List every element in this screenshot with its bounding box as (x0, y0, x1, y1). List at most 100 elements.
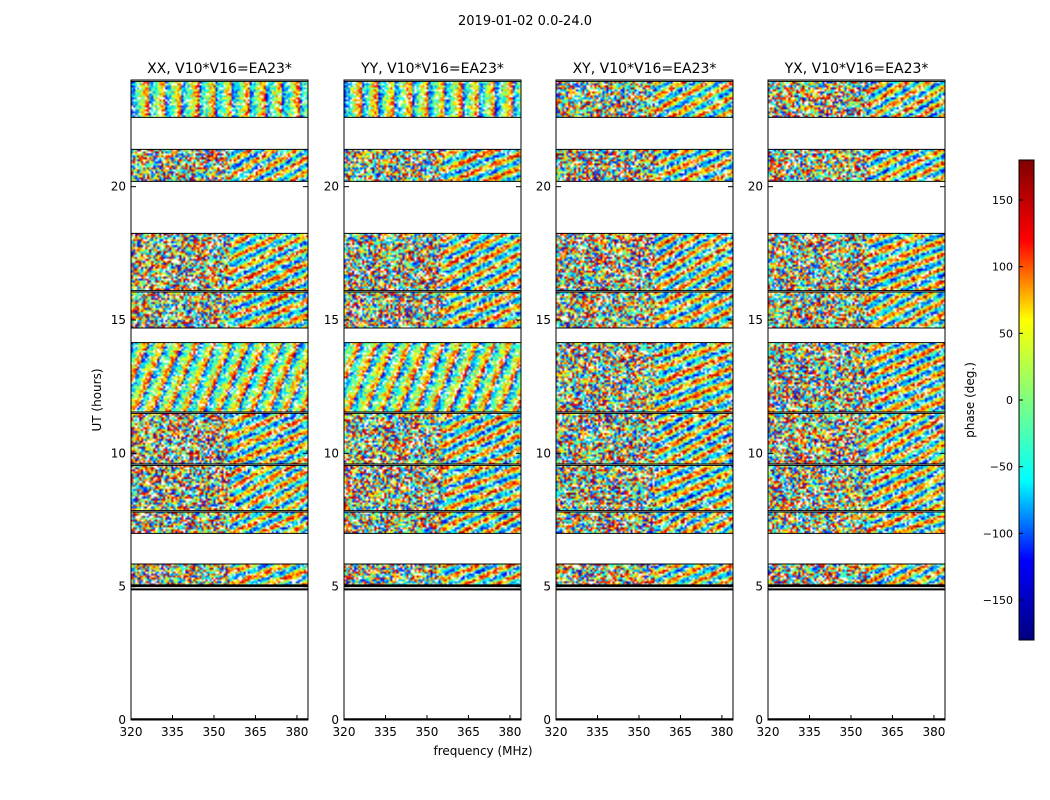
y-tick-label: 0 (755, 713, 763, 727)
data-block (556, 292, 733, 328)
y-tick-label: 5 (755, 580, 763, 594)
y-tick-label: 10 (324, 446, 339, 460)
panels-layer: XX, V10*V16=EA23* 0 5 10 15 20 320 335 350 365 380… (111, 61, 946, 739)
data-block (768, 465, 945, 511)
x-tick-label: 350 (203, 725, 226, 739)
x-tick-label: 335 (586, 725, 609, 739)
data-block (131, 512, 308, 533)
figure-suptitle: 2019-01-02 0.0-24.0 (458, 14, 592, 29)
data-block (768, 342, 945, 412)
data-block (768, 512, 945, 533)
data-block (131, 233, 308, 291)
y-tick-label: 5 (543, 580, 551, 594)
colorbar: phase (deg.) −150 −100 −50 0 50 100 150 (963, 159, 1035, 641)
colorbar-tick-label: −150 (983, 594, 1013, 607)
data-block (344, 292, 521, 328)
panel-2: XY, V10*V16=EA23* 0 5 10 15 20 320 335 350 365 380 (536, 61, 734, 739)
y-tick-label: 20 (111, 180, 126, 194)
x-tick-label: 365 (244, 725, 267, 739)
panel-title: XX, V10*V16=EA23* (147, 61, 292, 77)
y-tick-label: 5 (118, 580, 126, 594)
x-tick-label: 350 (416, 725, 439, 739)
x-tick-label: 335 (374, 725, 397, 739)
data-block (556, 81, 733, 118)
data-block (344, 149, 521, 182)
y-tick-label: 15 (748, 313, 763, 327)
data-block (344, 342, 521, 412)
data-block (768, 564, 945, 587)
panel-data-blocks (131, 80, 308, 588)
data-block (556, 564, 733, 587)
panel-title: XY, V10*V16=EA23* (573, 61, 717, 77)
y-tick-label: 20 (536, 180, 551, 194)
panel-data-blocks (768, 80, 945, 588)
panel-3: YX, V10*V16=EA23* 0 5 10 15 20 320 335 350 365 380 (748, 61, 946, 739)
data-block (344, 413, 521, 465)
y-tick-label: 20 (324, 180, 339, 194)
panel-data-blocks (344, 80, 521, 588)
colorbar-tick-label: −50 (990, 461, 1013, 474)
labels-layer: frequency (MHz) UT (hours) (90, 368, 533, 758)
data-block (131, 413, 308, 465)
colorbar-tick-label: −100 (983, 527, 1013, 540)
x-tick-label: 320 (120, 725, 143, 739)
y-tick-label: 0 (118, 713, 126, 727)
data-block (556, 465, 733, 511)
panel-title: YX, V10*V16=EA23* (784, 61, 929, 77)
y-tick-label: 10 (536, 446, 551, 460)
x-axis-label: frequency (MHz) (433, 744, 532, 758)
y-tick-label: 10 (748, 446, 763, 460)
y-tick-label: 0 (331, 713, 339, 727)
y-axis-label: UT (hours) (90, 368, 104, 431)
x-tick-label: 380 (498, 725, 521, 739)
x-tick-label: 365 (881, 725, 904, 739)
data-block (768, 233, 945, 291)
panel-frame (555, 79, 734, 721)
data-block (344, 512, 521, 533)
panel-frame (343, 79, 522, 721)
panel-data-blocks (556, 80, 733, 588)
x-tick-label: 380 (285, 725, 308, 739)
data-block (768, 413, 945, 465)
panel-0: XX, V10*V16=EA23* 0 5 10 15 20 320 335 350 365 380 (111, 61, 309, 739)
y-tick-label: 15 (324, 313, 339, 327)
data-block (768, 292, 945, 328)
panel-frame (767, 79, 946, 721)
data-block (131, 465, 308, 511)
y-tick-label: 10 (111, 446, 126, 460)
y-tick-label: 20 (748, 180, 763, 194)
x-tick-label: 350 (628, 725, 651, 739)
x-tick-label: 350 (840, 725, 863, 739)
panel-frame (130, 79, 309, 721)
data-block (131, 292, 308, 328)
x-tick-label: 380 (922, 725, 945, 739)
x-tick-label: 320 (333, 725, 356, 739)
data-block (556, 233, 733, 291)
x-tick-label: 365 (457, 725, 480, 739)
data-block (131, 342, 308, 412)
data-block (344, 465, 521, 511)
data-block (768, 81, 945, 118)
colorbar-tick-label: 150 (992, 194, 1013, 207)
y-tick-label: 0 (543, 713, 551, 727)
colorbar-tick-label: 0 (1006, 394, 1013, 407)
data-block (344, 233, 521, 291)
data-block (768, 149, 945, 182)
y-tick-label: 15 (536, 313, 551, 327)
data-block (556, 342, 733, 412)
data-block (131, 564, 308, 587)
data-block (556, 149, 733, 182)
panel-title: YY, V10*V16=EA23* (360, 61, 504, 77)
data-block (131, 81, 308, 118)
panel-1: YY, V10*V16=EA23* 0 5 10 15 20 320 335 350 365 380 (324, 61, 522, 739)
data-block (131, 149, 308, 182)
colorbar-tick-label: 100 (992, 261, 1013, 274)
data-block (344, 564, 521, 587)
y-tick-label: 5 (331, 580, 339, 594)
x-tick-label: 320 (757, 725, 780, 739)
x-tick-label: 335 (798, 725, 821, 739)
data-block (344, 81, 521, 118)
x-tick-label: 335 (161, 725, 184, 739)
data-block (556, 512, 733, 533)
